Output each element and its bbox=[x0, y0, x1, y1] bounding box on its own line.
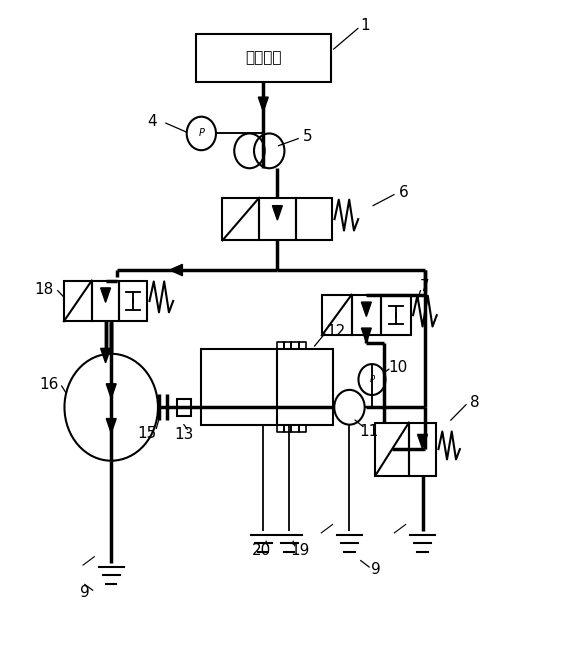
Polygon shape bbox=[362, 328, 371, 342]
Text: 11: 11 bbox=[359, 424, 378, 439]
Text: 20: 20 bbox=[252, 543, 271, 558]
Text: 液压系统: 液压系统 bbox=[245, 50, 281, 65]
Text: 18: 18 bbox=[34, 282, 53, 297]
Polygon shape bbox=[258, 97, 268, 111]
Text: 12: 12 bbox=[327, 324, 346, 339]
Bar bbox=[64, 281, 92, 322]
Polygon shape bbox=[106, 384, 116, 399]
Text: 13: 13 bbox=[175, 427, 194, 442]
Bar bbox=[375, 422, 409, 476]
Bar bbox=[201, 349, 333, 425]
Text: 16: 16 bbox=[40, 377, 59, 392]
Bar bbox=[322, 295, 351, 335]
Text: 15: 15 bbox=[137, 426, 156, 441]
Polygon shape bbox=[101, 288, 110, 302]
Polygon shape bbox=[170, 265, 182, 276]
Text: P: P bbox=[370, 375, 375, 384]
Polygon shape bbox=[362, 302, 371, 316]
Text: 5: 5 bbox=[302, 129, 312, 144]
Bar bbox=[177, 399, 191, 415]
Bar bbox=[119, 281, 147, 322]
Bar bbox=[351, 295, 381, 335]
Polygon shape bbox=[418, 434, 427, 449]
Text: 10: 10 bbox=[388, 360, 408, 375]
Bar bbox=[92, 281, 119, 322]
Text: 4: 4 bbox=[148, 114, 157, 129]
Text: 9: 9 bbox=[371, 562, 381, 577]
Text: P: P bbox=[199, 129, 204, 138]
Polygon shape bbox=[106, 419, 116, 433]
Text: 9: 9 bbox=[80, 586, 89, 600]
Text: 6: 6 bbox=[399, 185, 409, 200]
Bar bbox=[409, 422, 436, 476]
Bar bbox=[295, 198, 332, 241]
Text: 8: 8 bbox=[470, 395, 479, 410]
Text: 1: 1 bbox=[361, 17, 370, 33]
Bar bbox=[259, 198, 295, 241]
Text: 19: 19 bbox=[290, 543, 310, 558]
Polygon shape bbox=[101, 348, 110, 363]
Bar bbox=[196, 34, 331, 82]
Polygon shape bbox=[272, 206, 282, 220]
Bar bbox=[381, 295, 411, 335]
Bar bbox=[222, 198, 259, 241]
Text: 7: 7 bbox=[420, 280, 430, 294]
